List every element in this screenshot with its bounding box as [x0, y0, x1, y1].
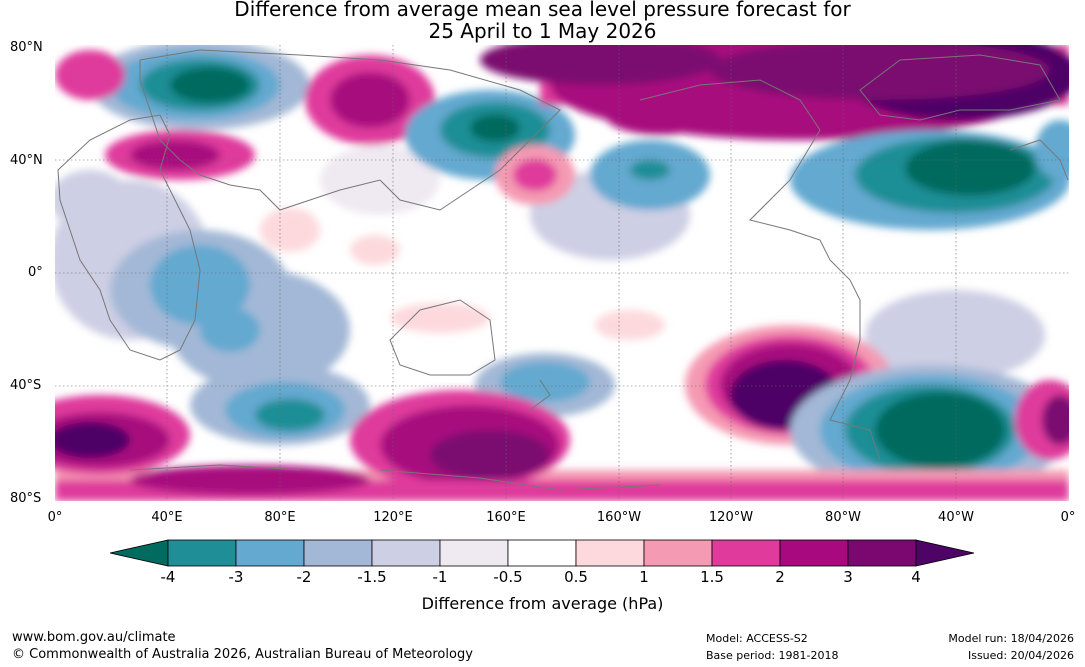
legend-swatch: [439, 539, 509, 567]
lat-label-80s: 80°S: [10, 491, 42, 506]
legend-swatch: [847, 539, 917, 567]
legend-tick: -2: [296, 568, 312, 586]
lon-label-40w: 40°W: [938, 510, 974, 525]
chart-title-line2: 25 April to 1 May 2026: [428, 19, 657, 43]
footer-model-run: Model run: 18/04/2026: [948, 632, 1074, 645]
coastlines: [57, 49, 1069, 491]
lat-label-80n: 80°N: [10, 40, 43, 55]
lon-label-80e: 80°E: [264, 510, 296, 525]
footer-model: Model: ACCESS-S2: [706, 632, 808, 645]
legend-title: Difference from average (hPa): [421, 594, 664, 613]
legend-swatch: [915, 539, 975, 567]
legend-tick: -3: [228, 568, 244, 586]
legend-swatch: [643, 539, 713, 567]
legend-tick: -0.5: [493, 568, 523, 586]
lon-label-160w: 160°W: [596, 510, 642, 525]
lon-label-160e: 160°E: [486, 510, 526, 525]
lon-label-40e: 40°E: [151, 510, 183, 525]
legend-tick: 2: [775, 568, 785, 586]
legend-swatch: [235, 539, 305, 567]
lat-label-40n: 40°N: [10, 153, 43, 168]
legend-swatch: [303, 539, 373, 567]
footer-issued: Issued: 20/04/2026: [967, 649, 1074, 662]
legend-swatch: [711, 539, 781, 567]
footer-website[interactable]: www.bom.gov.au/climate: [12, 630, 176, 645]
lat-label-equator: 0°: [28, 265, 43, 280]
legend-tick: 4: [911, 568, 921, 586]
lon-label-120w: 120°W: [708, 510, 754, 525]
legend-tick: -1.5: [357, 568, 387, 586]
legend-tick: 3: [843, 568, 853, 586]
legend-tick: -4: [160, 568, 176, 586]
legend-tick: 0.5: [564, 568, 588, 586]
anomaly-shading: [55, 45, 1069, 501]
legend-swatch: [109, 539, 169, 567]
chart-title-line1: Difference from average mean sea level p…: [234, 0, 851, 21]
lon-label-0-west: 0°: [47, 510, 63, 525]
legend-swatch: [779, 539, 849, 567]
lon-label-0-east: 0°: [1060, 510, 1076, 525]
lat-label-40s: 40°S: [10, 378, 42, 393]
legend-tick: -1: [432, 568, 448, 586]
legend-tick: 1: [639, 568, 649, 586]
graticule: [55, 45, 1069, 501]
lon-label-80w: 80°W: [825, 510, 861, 525]
footer-base-period: Base period: 1981-2018: [706, 649, 839, 662]
legend-swatch: [371, 539, 441, 567]
legend-swatch: [507, 539, 577, 567]
lon-label-120e: 120°E: [373, 510, 413, 525]
footer-copyright: © Commonwealth of Australia 2026, Austra…: [12, 647, 473, 662]
legend-swatch: [167, 539, 237, 567]
legend-tick: 1.5: [700, 568, 724, 586]
color-legend: [109, 539, 975, 567]
legend-swatch: [575, 539, 645, 567]
